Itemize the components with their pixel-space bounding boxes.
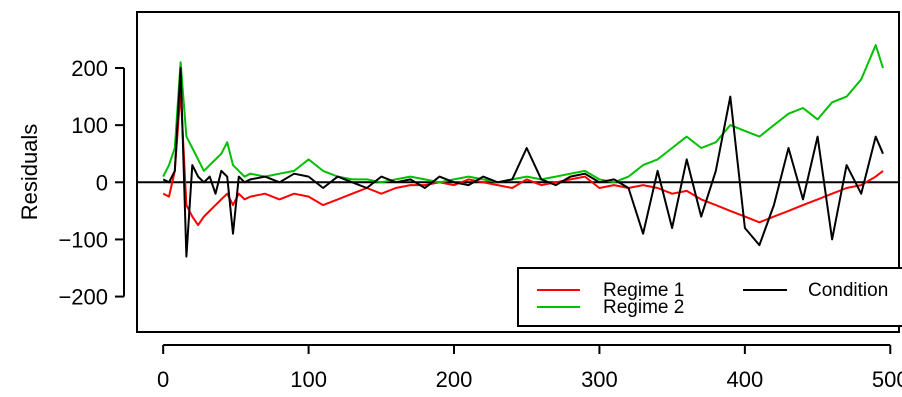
x-tick-label: 0 <box>157 367 169 392</box>
series-line-condition <box>162 67 884 258</box>
series-layer <box>162 44 884 258</box>
legend: Regime 1 Regime 2 Condition <box>517 267 902 327</box>
y-tick-label: −100 <box>58 227 108 252</box>
y-tick-label: 200 <box>71 56 108 81</box>
legend-label-regime-1: Regime 1 <box>603 280 684 301</box>
x-tick-label: 100 <box>290 367 327 392</box>
y-tick-label: 0 <box>96 170 108 195</box>
legend-box <box>517 267 902 327</box>
x-tick-label: 400 <box>726 367 763 392</box>
x-tick-label: 200 <box>436 367 473 392</box>
y-tick-label: 100 <box>71 113 108 138</box>
x-tick-label: 500 <box>872 367 902 392</box>
x-tick-label: 300 <box>581 367 618 392</box>
series-line-regime-1 <box>162 89 884 227</box>
y-axis: −200 −100 0 100 200 <box>58 56 125 310</box>
y-axis-title: Residuals <box>17 124 42 221</box>
y-tick-label: −200 <box>58 285 108 310</box>
series-line-regime-2 <box>162 44 884 184</box>
legend-label-condition: Condition <box>808 280 888 301</box>
x-axis: 0 100 200 300 400 500 <box>157 344 902 392</box>
legend-label-regime-2: Regime 2 <box>603 297 684 318</box>
